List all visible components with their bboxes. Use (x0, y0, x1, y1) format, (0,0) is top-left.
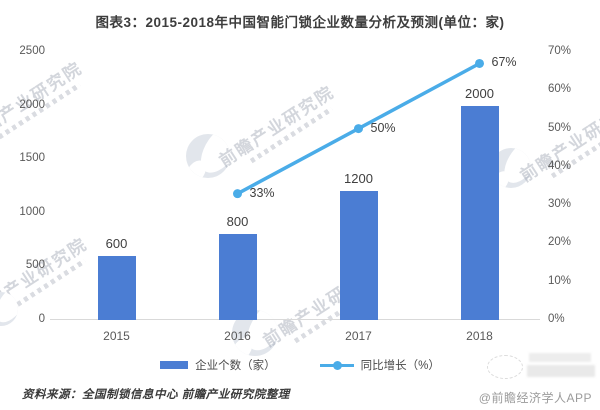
bar (339, 191, 378, 320)
data-source-note: 资料来源：全国制锁信息中心 前瞻产业研究院整理 (22, 389, 290, 401)
growth-line-marker (233, 189, 242, 199)
y-axis-left-tick: 2000 (19, 98, 45, 111)
y-axis-left-tick: 500 (25, 259, 45, 272)
bar (460, 105, 499, 320)
bar-value-label: 800 (226, 214, 249, 230)
x-axis-tick: 2018 (466, 329, 493, 343)
x-axis-tick: 2016 (224, 329, 251, 343)
y-axis-right-tick: 40% (548, 159, 572, 172)
bar-value-label: 1200 (344, 171, 373, 187)
legend-line-label: 同比增长（%） (360, 360, 440, 372)
legend-item-bar: 企业个数（家） (160, 357, 276, 373)
y-axis-left-tick: 1500 (19, 152, 45, 165)
bar-value-label: 600 (105, 235, 128, 251)
x-axis-line (50, 319, 540, 320)
legend-bar-swatch (160, 361, 189, 369)
y-axis-right-tick: 50% (548, 121, 572, 134)
legend-item-line: 同比增长（%） (319, 357, 440, 373)
y-axis-left-tick: 0 (38, 313, 45, 325)
legend-line-dot (332, 360, 342, 370)
growth-line-marker (354, 124, 363, 134)
y-axis-left-tick: 1000 (19, 205, 45, 218)
y-axis-left-tick: 2500 (19, 45, 45, 57)
y-axis-right-tick: 70% (548, 45, 572, 57)
credit-note: @前瞻经济学人APP (478, 391, 592, 405)
legend-bar-label: 企业个数（家） (195, 360, 276, 372)
line-point-label: 67% (491, 55, 517, 70)
legend-line-swatch (319, 360, 354, 370)
growth-line-marker (475, 58, 484, 68)
bar (218, 234, 257, 320)
y-axis-right-tick: 60% (548, 83, 572, 96)
y-axis-right-tick: 0% (548, 313, 565, 325)
bar (97, 255, 136, 320)
y-axis-right-tick: 10% (548, 274, 572, 287)
growth-line-chart (233, 58, 484, 199)
y-axis-right-tick: 30% (548, 198, 572, 211)
x-axis-tick: 2017 (345, 329, 372, 343)
line-point-label: 50% (370, 120, 396, 135)
chart-title: 图表3：2015-2018年中国智能门锁企业数量分析及预测(单位：家) (95, 15, 505, 30)
bar-value-label: 2000 (465, 85, 494, 101)
legend: 企业个数（家） 同比增长（%） (0, 357, 600, 373)
line-point-label: 33% (249, 185, 275, 200)
y-axis-right-tick: 20% (548, 236, 572, 249)
x-axis-tick: 2015 (103, 329, 130, 343)
